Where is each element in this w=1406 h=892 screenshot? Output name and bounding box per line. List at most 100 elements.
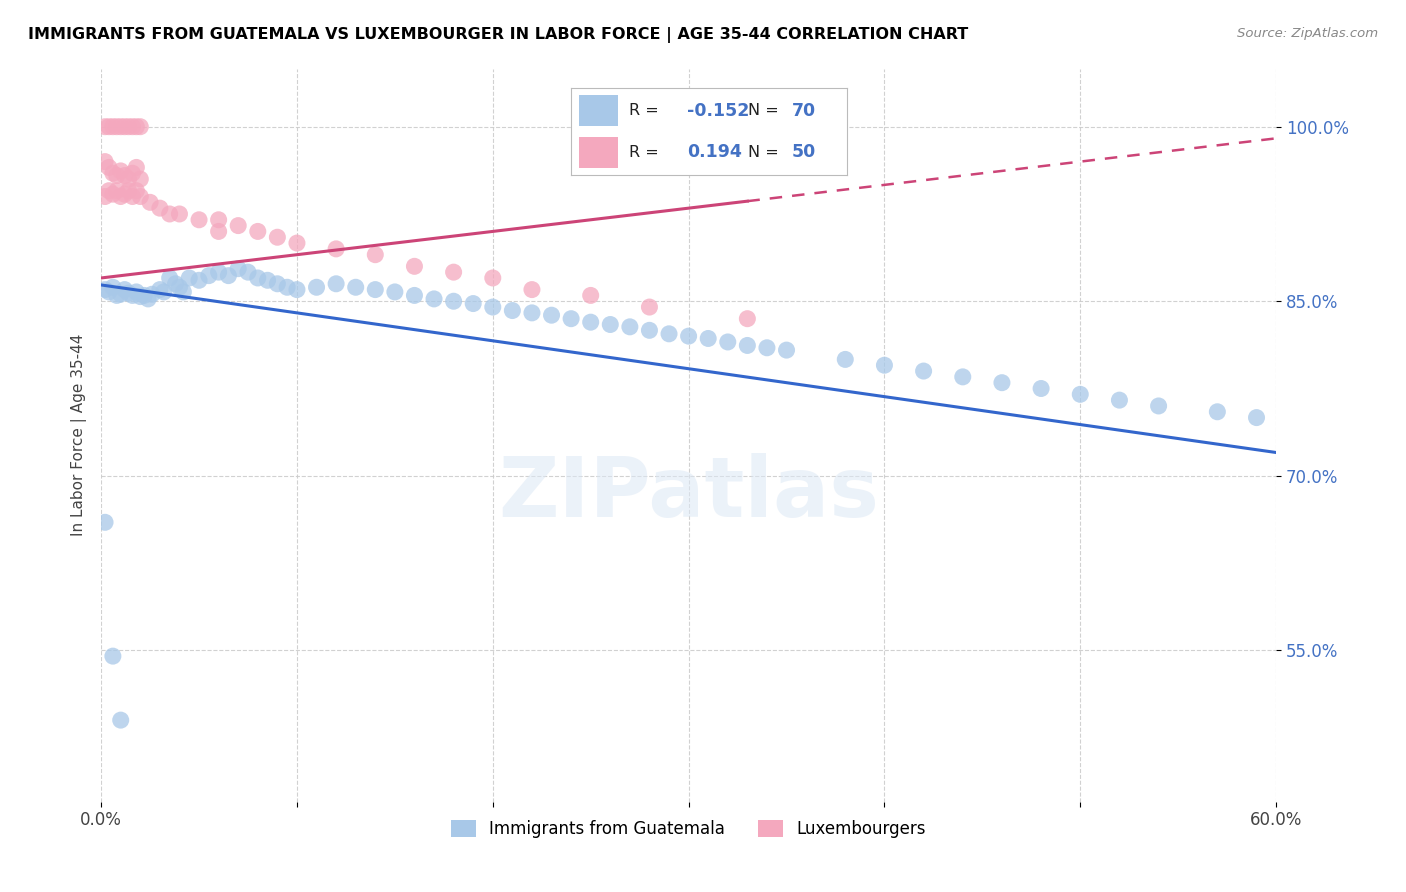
Point (560, 311, 582, 326)
Point (114, 283, 136, 297)
Point (1206, 405, 1229, 419)
Point (117, 120, 139, 134)
Point (121, 288, 143, 302)
Point (638, 323, 661, 337)
Point (97, 285, 120, 299)
Point (159, 271, 181, 285)
Point (599, 318, 621, 332)
Point (207, 265, 229, 279)
Point (443, 265, 465, 279)
Legend: Immigrants from Guatemala, Luxembourgers: Immigrants from Guatemala, Luxembourgers (444, 813, 934, 845)
Point (755, 341, 778, 355)
Point (121, 189, 143, 203)
Point (697, 331, 720, 345)
Point (325, 277, 347, 291)
Point (188, 212, 211, 227)
Point (404, 260, 426, 274)
Point (94, 120, 117, 134)
Point (114, 120, 136, 134)
Point (952, 369, 974, 384)
Point (121, 166, 143, 180)
Point (141, 287, 163, 301)
Point (125, 120, 148, 134)
Point (579, 288, 602, 302)
Point (101, 280, 124, 294)
Point (305, 280, 328, 294)
Point (114, 187, 136, 202)
Point (105, 184, 128, 198)
Point (579, 315, 602, 329)
Point (285, 283, 308, 297)
Point (236, 265, 259, 279)
Point (129, 189, 152, 203)
Point (117, 172, 139, 186)
Point (97, 161, 120, 175)
Point (117, 286, 139, 301)
Point (136, 292, 159, 306)
Point (188, 273, 211, 287)
Point (463, 296, 485, 310)
Point (97, 184, 120, 198)
Point (97, 120, 120, 134)
Point (149, 201, 172, 215)
Point (364, 283, 387, 297)
Point (404, 288, 426, 302)
Point (207, 212, 229, 227)
Point (217, 268, 239, 283)
Point (129, 289, 152, 303)
Point (94, 516, 117, 530)
Point (125, 285, 148, 299)
Point (159, 207, 181, 221)
Point (285, 235, 308, 250)
Point (717, 334, 740, 349)
Point (1147, 399, 1170, 413)
Point (169, 207, 191, 221)
Point (110, 287, 132, 301)
Point (481, 271, 503, 285)
Point (94, 154, 117, 169)
Point (775, 343, 797, 357)
Point (678, 329, 700, 343)
Point (1108, 393, 1130, 408)
Point (114, 169, 136, 183)
Point (1069, 387, 1091, 401)
Point (94, 283, 117, 297)
Point (276, 280, 298, 294)
Point (423, 292, 446, 306)
Point (619, 319, 641, 334)
Point (991, 376, 1014, 390)
Point (520, 306, 543, 320)
Point (658, 326, 681, 341)
Point (873, 358, 896, 372)
Point (207, 224, 229, 238)
Point (737, 338, 759, 352)
Point (226, 261, 249, 276)
Point (246, 271, 269, 285)
Point (266, 277, 288, 291)
Point (737, 311, 759, 326)
Point (110, 713, 132, 727)
Point (125, 161, 148, 175)
Point (101, 187, 124, 202)
Point (110, 120, 132, 134)
Point (101, 120, 124, 134)
Point (834, 352, 856, 367)
Point (129, 172, 152, 186)
Point (172, 285, 194, 299)
Point (179, 271, 201, 285)
Text: ZIPatlas: ZIPatlas (498, 453, 879, 534)
Point (344, 280, 367, 294)
Point (152, 285, 174, 299)
Point (105, 120, 128, 134)
Point (912, 364, 935, 378)
Point (117, 184, 139, 198)
Point (94, 189, 117, 203)
Point (165, 277, 187, 291)
Point (364, 248, 387, 262)
Point (105, 288, 128, 302)
Y-axis label: In Labor Force | Age 35-44: In Labor Force | Age 35-44 (72, 334, 87, 536)
Point (149, 283, 172, 297)
Point (105, 169, 128, 183)
Text: Source: ZipAtlas.com: Source: ZipAtlas.com (1237, 27, 1378, 40)
Point (1029, 382, 1052, 396)
